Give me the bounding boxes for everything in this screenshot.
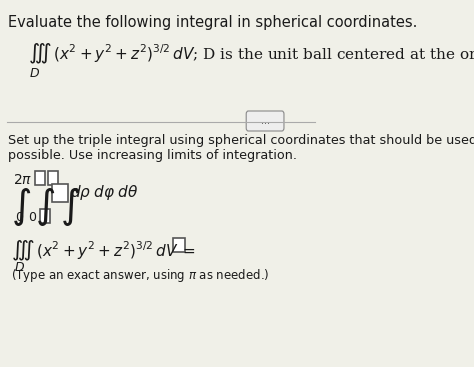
FancyBboxPatch shape [173, 238, 185, 252]
FancyBboxPatch shape [53, 184, 68, 202]
Text: $\iiint\,(x^2+y^2+z^2)^{3/2}\,dV\;=\;$: $\iiint\,(x^2+y^2+z^2)^{3/2}\,dV\;=\;$ [11, 239, 196, 263]
Text: (Type an exact answer, using $\pi$ as needed.): (Type an exact answer, using $\pi$ as ne… [11, 267, 270, 284]
Text: $0$: $0$ [15, 211, 25, 224]
Text: $D$: $D$ [14, 261, 25, 274]
Text: ...: ... [261, 116, 270, 126]
Text: $d\rho\; d\varphi\; d\theta$: $d\rho\; d\varphi\; d\theta$ [70, 182, 138, 201]
FancyBboxPatch shape [35, 171, 46, 185]
FancyBboxPatch shape [40, 209, 50, 223]
Text: $\int\,\int\,\int$: $\int\,\int\,\int$ [11, 186, 81, 228]
Text: Set up the triple integral using spherical coordinates that should be used to e: Set up the triple integral using spheric… [9, 134, 474, 147]
Text: $2\pi$: $2\pi$ [13, 173, 32, 187]
Text: possible. Use increasing limits of integration.: possible. Use increasing limits of integ… [9, 149, 297, 162]
Text: $\iiint\,(x^2+y^2+z^2)^{3/2}\,dV$; D is the unit ball centered at the origin: $\iiint\,(x^2+y^2+z^2)^{3/2}\,dV$; D is … [28, 42, 474, 66]
Text: $D$: $D$ [29, 67, 40, 80]
Text: Evaluate the following integral in spherical coordinates.: Evaluate the following integral in spher… [9, 15, 418, 30]
FancyBboxPatch shape [47, 171, 58, 185]
FancyBboxPatch shape [246, 111, 284, 131]
Text: $0$: $0$ [28, 211, 37, 224]
